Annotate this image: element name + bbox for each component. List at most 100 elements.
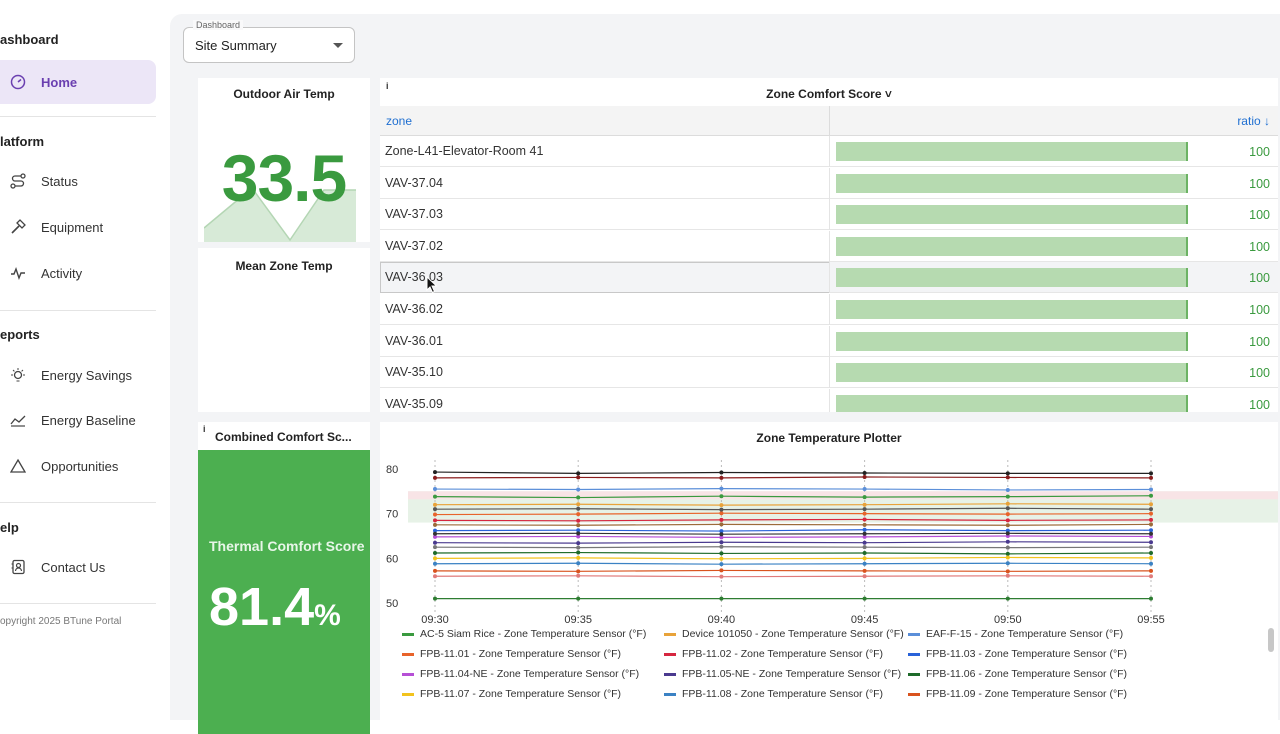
data-point bbox=[1149, 550, 1153, 555]
sidebar-item-energy-savings[interactable]: Energy Savings bbox=[0, 353, 156, 397]
thermal-comfort-value: 81.4% bbox=[209, 576, 341, 638]
legend-item[interactable]: FPB-11.07 - Zone Temperature Sensor (°F) bbox=[402, 688, 621, 700]
legend-item[interactable]: FPB-11.03 - Zone Temperature Sensor (°F) bbox=[908, 648, 1127, 660]
table-row[interactable]: VAV-36.02 100 bbox=[380, 294, 1278, 325]
data-point bbox=[576, 541, 581, 546]
data-point bbox=[1149, 540, 1153, 545]
data-point bbox=[862, 470, 867, 475]
ratio-bar bbox=[836, 331, 1188, 351]
info-icon[interactable]: i bbox=[203, 424, 206, 434]
info-icon[interactable]: i bbox=[386, 81, 389, 91]
legend-swatch bbox=[908, 652, 920, 656]
divider bbox=[0, 502, 156, 503]
data-point bbox=[862, 502, 867, 507]
dashboard-select-label: Dashboard bbox=[193, 20, 244, 30]
sidebar-item-label: Status bbox=[41, 173, 78, 189]
line-chart[interactable]: 80 70 60 50 09:30 09:35 09:40 09:45 09:50 09:55 bbox=[380, 452, 1278, 628]
sidebar-item-home[interactable]: Home bbox=[0, 60, 156, 104]
sidebar-item-equipment[interactable]: Equipment bbox=[0, 205, 156, 249]
ratio-bar bbox=[836, 300, 1188, 319]
data-point bbox=[719, 511, 724, 516]
table-row[interactable]: VAV-35.09 100 bbox=[380, 388, 1278, 412]
legend-item[interactable]: FPB-11.02 - Zone Temperature Sensor (°F) bbox=[664, 648, 883, 660]
column-header-zone[interactable]: zone bbox=[386, 114, 413, 128]
legend-item[interactable]: Device 101050 - Zone Temperature Sensor … bbox=[664, 628, 904, 640]
zone-comfort-panel: i Zone Comfort Score ˅ zone ratio ↓ Zone… bbox=[380, 78, 1278, 412]
legend-scrollbar[interactable] bbox=[1268, 628, 1274, 652]
data-point bbox=[719, 562, 724, 567]
data-point bbox=[576, 506, 581, 511]
outdoor-air-temp-value: 33.5 bbox=[221, 141, 347, 215]
data-point bbox=[862, 527, 867, 532]
legend-item[interactable]: EAF-F-15 - Zone Temperature Sensor (°F) bbox=[908, 628, 1123, 640]
legend-label: Device 101050 - Zone Temperature Sensor … bbox=[682, 628, 904, 640]
dashboard-select[interactable]: Dashboard Site Summary bbox=[183, 20, 355, 63]
table-row[interactable]: VAV-37.04 100 bbox=[380, 167, 1278, 199]
series-line bbox=[434, 523, 1152, 526]
panel-title[interactable]: Zone Comfort Score ˅ bbox=[766, 87, 892, 101]
sidebar-item-label: Equipment bbox=[41, 219, 104, 235]
outdoor-air-temp-panel: Outdoor Air Temp 33.5 bbox=[198, 78, 370, 242]
copyright-text: opyright 2025 BTune Portal bbox=[0, 616, 122, 627]
legend-item[interactable]: FPB-11.08 - Zone Temperature Sensor (°F) bbox=[664, 688, 883, 700]
ratio-cell: 100 bbox=[1249, 271, 1270, 286]
data-point bbox=[1149, 475, 1153, 480]
series-line bbox=[434, 541, 1152, 544]
thermal-comfort-number: 81.4 bbox=[209, 577, 315, 637]
legend-label: FPB-11.07 - Zone Temperature Sensor (°F) bbox=[420, 688, 622, 700]
table-row[interactable]: Zone-L41-Elevator-Room 41 100 bbox=[380, 136, 1278, 167]
sidebar-item-activity[interactable]: Activity bbox=[0, 251, 156, 295]
legend-label: FPB-11.01 - Zone Temperature Sensor (°F) bbox=[420, 648, 622, 660]
series-line bbox=[434, 546, 1152, 549]
legend-swatch bbox=[402, 652, 414, 656]
ratio-cell: 100 bbox=[1249, 397, 1270, 412]
legend-swatch bbox=[664, 652, 676, 656]
data-point bbox=[433, 475, 437, 480]
data-point bbox=[433, 545, 437, 550]
column-header-ratio[interactable]: ratio ↓ bbox=[1237, 114, 1270, 128]
series-line bbox=[434, 535, 1152, 538]
x-tick-label: 09:35 bbox=[564, 614, 592, 626]
table-row[interactable]: VAV-36.01 100 bbox=[380, 325, 1278, 357]
cell-separator bbox=[829, 199, 830, 231]
divider bbox=[0, 603, 156, 604]
data-point bbox=[862, 556, 867, 561]
table-row[interactable]: VAV-36.03 100 bbox=[380, 262, 1278, 294]
cell-separator bbox=[829, 388, 830, 412]
data-point bbox=[433, 556, 437, 561]
ratio-cell: 100 bbox=[1249, 176, 1270, 191]
zone-temperature-plotter: Zone Temperature Plotter 80 70 60 50 09:30 09… bbox=[380, 422, 1278, 720]
data-point bbox=[1005, 539, 1010, 544]
legend-item[interactable]: FPB-11.01 - Zone Temperature Sensor (°F) bbox=[402, 648, 621, 660]
ratio-cell: 100 bbox=[1249, 208, 1270, 223]
data-point bbox=[1149, 574, 1153, 579]
legend-label: FPB-11.05-NE - Zone Temperature Sensor (… bbox=[682, 668, 902, 680]
legend-item[interactable]: FPB-11.05-NE - Zone Temperature Sensor (… bbox=[664, 668, 901, 680]
sidebar-item-opportunities[interactable]: Opportunities bbox=[0, 444, 156, 488]
legend-item[interactable]: AC-5 Siam Rice - Zone Temperature Sensor… bbox=[402, 628, 646, 640]
data-point bbox=[576, 502, 581, 507]
data-point bbox=[576, 561, 581, 566]
legend-item[interactable]: FPB-11.06 - Zone Temperature Sensor (°F) bbox=[908, 668, 1127, 680]
sidebar-item-contact-us[interactable]: Contact Us bbox=[0, 545, 156, 589]
table-row[interactable]: VAV-35.10 100 bbox=[380, 357, 1278, 389]
combined-comfort-header: i Combined Comfort Sc... bbox=[198, 422, 370, 452]
series-line bbox=[434, 556, 1152, 560]
table-row[interactable]: VAV-37.02 100 bbox=[380, 230, 1278, 262]
data-point bbox=[862, 517, 867, 522]
ratio-bar bbox=[836, 173, 1188, 193]
activity-icon bbox=[9, 264, 27, 282]
ratio-bar bbox=[836, 268, 1188, 288]
legend-item[interactable]: FPB-11.04-NE - Zone Temperature Sensor (… bbox=[402, 668, 639, 680]
legend-label: FPB-11.08 - Zone Temperature Sensor (°F) bbox=[682, 688, 884, 700]
data-point bbox=[576, 534, 581, 539]
sidebar-item-status[interactable]: Status bbox=[0, 159, 156, 203]
legend-swatch bbox=[402, 692, 414, 696]
legend-item[interactable]: FPB-11.09 - Zone Temperature Sensor (°F) bbox=[908, 688, 1127, 700]
sidebar-item-energy-baseline[interactable]: Energy Baseline bbox=[0, 398, 156, 442]
chart-line-icon bbox=[9, 411, 27, 429]
x-tick-label: 09:45 bbox=[851, 614, 879, 626]
ratio-bar bbox=[836, 394, 1188, 412]
table-row[interactable]: VAV-37.03 100 bbox=[380, 199, 1278, 231]
data-point bbox=[719, 494, 724, 499]
